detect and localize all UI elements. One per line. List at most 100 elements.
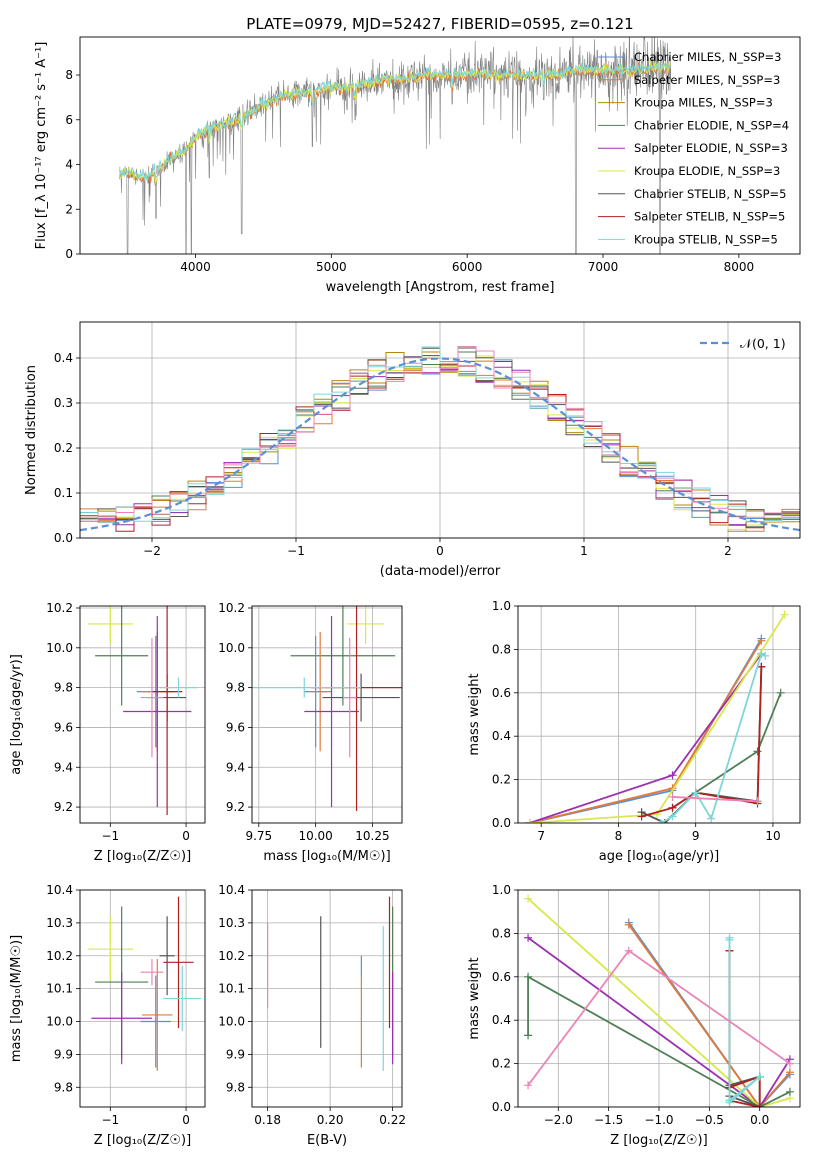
spectrum-legend: Chabrier MILES, N_SSP=3 Salpeter MILES, N…: [598, 50, 789, 246]
y-tick-label: 10.2: [218, 601, 245, 615]
series-marker: [524, 933, 533, 942]
errorbar-point: [142, 959, 173, 1071]
legend-entry: Salpeter MILES, N_SSP=3: [634, 73, 780, 87]
y-tick-label: 10.1: [218, 982, 245, 996]
axes-frame: [79, 889, 206, 1108]
errorbar-point: [151, 606, 183, 816]
y-tick-label: 1.0: [492, 599, 511, 613]
x-tick-label: 10.25: [355, 829, 389, 843]
y-tick-label: 0.6: [492, 686, 511, 700]
plot-area: [118, 37, 672, 254]
x-axis-label: Z [log₁₀(Z/Z☉)]: [94, 1133, 191, 1148]
x-tick-label: 6000: [452, 260, 483, 274]
y-tick-label: 9.4: [54, 760, 73, 774]
plot-area: [518, 606, 800, 823]
panel-spectrum: 4000 5000 6000 7000 8000 0 2 4 6 8 wavelength [Ang…: [34, 36, 801, 295]
x-tick-label: 7000: [588, 260, 619, 274]
errorbar-point: [163, 896, 194, 1029]
errorbar-point: [322, 673, 400, 722]
panel-massweight_vs_z: −2.0 −1.5 −1.0 −0.5 0.0 0.0 0.2 0.4 0.6 0.8 1.0 Z […: [467, 883, 801, 1148]
x-axis-label: mass [log₁₀(M/M☉)]: [263, 849, 390, 864]
errorbar-point: [87, 916, 134, 983]
y-tick-label: 10.3: [46, 916, 73, 930]
series-marker: [755, 1072, 764, 1081]
x-tick-label: 8000: [724, 260, 755, 274]
legend-entry: Chabrier STELIB, N_SSP=5: [634, 187, 786, 201]
figure-title: PLATE=0979, MJD=52427, FIBERID=0595, z=0…: [246, 15, 633, 33]
y-tick-label: 9.6: [54, 720, 73, 734]
y-tick-label: 9.8: [226, 1080, 245, 1094]
series-marker: [776, 688, 785, 697]
x-tick-label: 5000: [316, 260, 347, 274]
x-axis-label: (data-model)/error: [380, 564, 501, 579]
series-marker: [753, 747, 762, 756]
y-tick-label: 0.2: [492, 1057, 511, 1071]
axes-frame: [251, 889, 403, 1108]
errorbar-point: [91, 972, 152, 1065]
errorbar-point: [95, 606, 149, 706]
y-tick-label: 6: [65, 113, 73, 127]
y-tick-label: 10.3: [218, 916, 245, 930]
y-axis-label: mass [log₁₀(M/M☉)]: [9, 935, 24, 1062]
series-marker: [691, 788, 700, 797]
series-line: [527, 937, 791, 1107]
y-axis-label: age [log₁₀(age/yr)]: [9, 654, 24, 775]
series-marker: [761, 651, 770, 660]
legend-entry: Kroupa MILES, N_SSP=3: [634, 96, 773, 110]
series-line: [672, 692, 782, 809]
x-tick-label: −1.5: [594, 1113, 623, 1127]
y-tick-label: 10.1: [46, 982, 73, 996]
y-tick-label: 1.0: [492, 883, 511, 897]
axes-frame: [79, 321, 801, 539]
y-tick-label: 10.4: [46, 883, 73, 897]
y-tick-label: 9.9: [54, 1047, 73, 1061]
y-tick-label: 9.6: [226, 720, 245, 734]
x-tick-label: 9: [692, 829, 700, 843]
x-tick-label: 10: [765, 829, 780, 843]
errorbar-point: [347, 606, 384, 644]
y-tick-label: 4: [65, 158, 73, 172]
spectrum-model-line: [118, 60, 671, 185]
series-marker: [753, 797, 762, 806]
legend-entry: Chabrier MILES, N_SSP=3: [634, 50, 781, 64]
y-axis-label: mass weight: [467, 957, 482, 1039]
y-tick-label: 10.0: [46, 1015, 73, 1029]
line-series: [668, 792, 762, 806]
y-tick-label: 0.4: [492, 729, 511, 743]
series-line: [527, 898, 791, 1107]
axes-frame: [251, 605, 403, 824]
series-marker: [525, 819, 534, 823]
panel-mass_vs_ebv: 0.18 0.20 0.22 9.8 9.9 10.0 10.1 10.2 10.3 10.4 E(…: [218, 883, 406, 1148]
series-marker: [656, 819, 665, 823]
y-tick-label: 0.0: [492, 816, 511, 830]
y-tick-label: 0.2: [492, 773, 511, 787]
x-tick-label: −2: [143, 544, 161, 558]
y-tick-label: 10.0: [218, 641, 245, 655]
plot-area: [518, 890, 800, 1107]
x-tick-label: 9.75: [245, 829, 272, 843]
panel-mass_vs_z: −1 0 9.8 9.9 10.0 10.1 10.2 10.3 10.4 Z [log₁₀(Z/…: [9, 883, 206, 1148]
plot-area: [80, 890, 205, 1107]
errorbar-point: [140, 637, 164, 758]
y-tick-label: 0.0: [492, 1100, 511, 1114]
x-tick-label: 1: [580, 544, 588, 558]
series-marker: [757, 636, 766, 645]
y-tick-label: 10.2: [46, 601, 73, 615]
x-tick-label: −2.0: [544, 1113, 573, 1127]
x-axis-label: wavelength [Angstrom, rest frame]: [326, 280, 555, 295]
series-line: [628, 924, 791, 1107]
axes-frame: [517, 889, 801, 1108]
y-tick-label: 10.4: [218, 883, 245, 897]
y-tick-label: 9.2: [226, 800, 245, 814]
y-axis-label: mass weight: [467, 673, 482, 755]
line-series: [668, 688, 785, 812]
errorbar-point: [290, 606, 396, 706]
x-tick-label: −1: [287, 544, 305, 558]
x-tick-label: −1: [101, 829, 119, 843]
errorbar-point: [342, 637, 357, 758]
legend-entry: Salpeter ELODIE, N_SSP=3: [634, 141, 788, 155]
y-tick-label: 10.0: [46, 641, 73, 655]
y-tick-label: 9.2: [54, 800, 73, 814]
axes-frame: [517, 605, 801, 824]
x-tick-label: 0.0: [750, 1113, 769, 1127]
